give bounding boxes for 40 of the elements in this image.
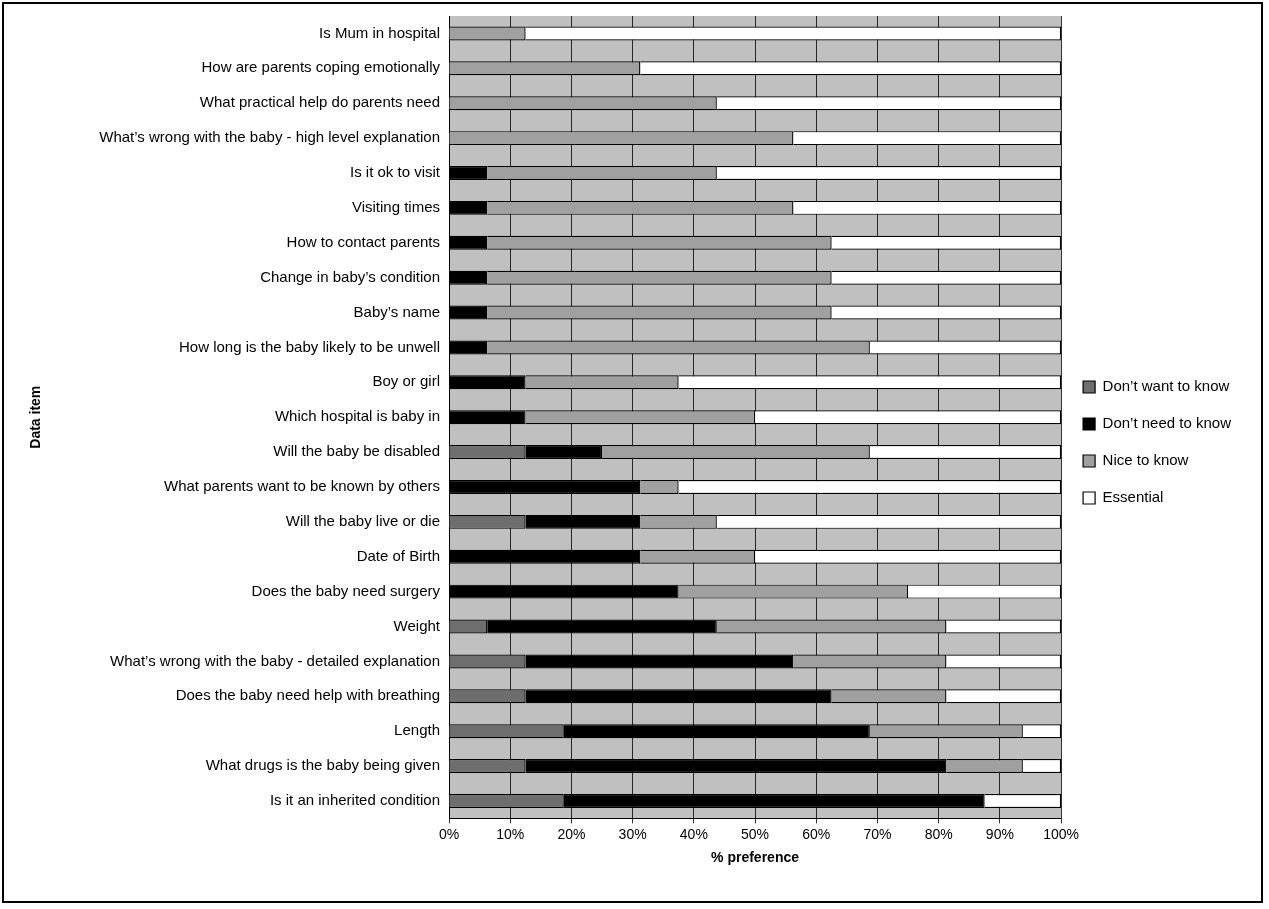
x-tick-label: 100% [1043, 825, 1079, 842]
y-tick-label: Is Mum in hospital [319, 23, 440, 41]
legend-label: Essential [1102, 488, 1164, 506]
y-tick-label: How to contact parents [286, 232, 440, 250]
y-tick-label: What’s wrong with the baby - detailed explanation [110, 651, 440, 669]
y-tick-label: Weight [393, 616, 441, 634]
x-tick-label: 60% [802, 825, 831, 842]
y-tick-label: Does the baby need help with breathing [175, 686, 440, 704]
y-tick-label: Will the baby live or die [285, 512, 440, 529]
x-tick-label: 30% [618, 825, 647, 842]
legend-label: Nice to know [1102, 451, 1189, 469]
x-tick-label: 10% [496, 825, 525, 842]
y-tick-label: Which hospital is baby in [274, 407, 440, 425]
y-tick-label: What parents want to be known by others [164, 477, 440, 495]
x-tick-label: 20% [557, 825, 586, 842]
y-tick-label: Is it an inherited condition [269, 791, 440, 809]
x-tick-label: 70% [863, 825, 892, 842]
y-tick-label: Boy or girl [372, 372, 440, 390]
y-tick-label: Does the baby need surgery [251, 581, 441, 599]
x-tick-label: 50% [741, 825, 770, 842]
y-tick-label: Change in baby’s condition [260, 267, 440, 285]
y-tick-label: What’s wrong with the baby - high level explanation [99, 128, 440, 146]
y-tick-label: What drugs is the baby being given [205, 756, 440, 774]
y-tick-label: Visiting times [351, 198, 440, 216]
y-tick-label: Baby’s name [353, 302, 440, 320]
y-tick-label: What practical help do parents need [199, 93, 440, 111]
legend-label: Don’t need to know [1102, 414, 1232, 432]
y-tick-label: How are parents coping emotionally [201, 58, 441, 76]
legend-label: Don’t want to know [1102, 377, 1230, 395]
x-tick-label: 80% [924, 825, 953, 842]
y-tick-label: Will the baby be disabled [273, 442, 440, 460]
x-tick-label: 0% [438, 825, 460, 842]
x-tick-label: 40% [679, 825, 708, 842]
y-tick-label: Date of Birth [356, 546, 440, 564]
y-tick-label: How long is the baby likely to be unwell [179, 337, 440, 355]
y-axis-title: Data item [27, 385, 44, 449]
y-tick-label: Is it ok to visit [349, 163, 441, 181]
x-tick-label: 90% [985, 825, 1014, 842]
y-tick-label: Length [394, 721, 440, 739]
x-axis-title: % preference [711, 849, 800, 866]
